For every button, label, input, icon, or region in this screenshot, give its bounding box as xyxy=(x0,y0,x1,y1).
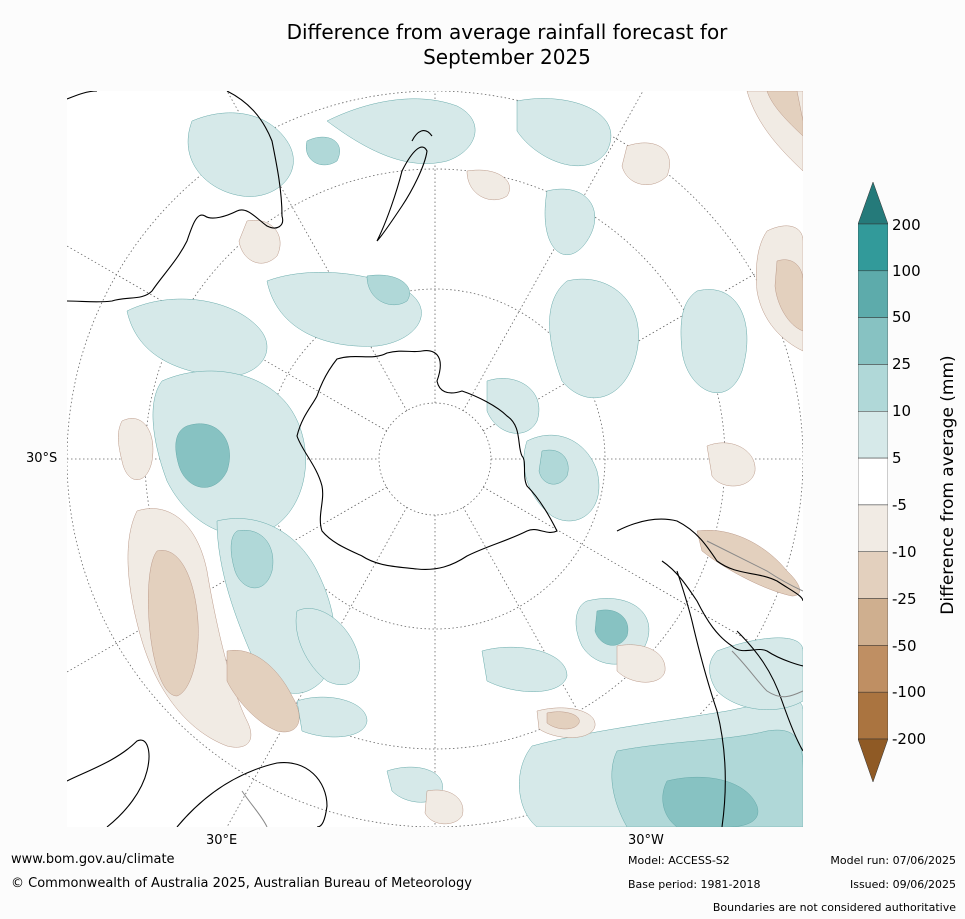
wet-anomaly-regions xyxy=(126,98,803,827)
coastlines xyxy=(67,91,803,827)
polar-map-svg xyxy=(67,91,803,827)
model-run-text: Model run: 07/06/2025 xyxy=(830,854,956,867)
country-borders xyxy=(241,540,803,827)
colorbar-tick: 200 xyxy=(892,216,921,234)
title-line-2: September 2025 xyxy=(423,45,591,69)
dry-anomaly-regions xyxy=(118,91,803,825)
colorbar-segment xyxy=(858,504,888,552)
lon-label-30e: 30°E xyxy=(206,833,238,848)
colorbar-segment xyxy=(858,457,888,506)
colorbar-tick: -200 xyxy=(892,730,927,748)
title-line-1: Difference from average rainfall forecas… xyxy=(286,20,728,44)
colorbar xyxy=(858,182,888,782)
copyright-text: © Commonwealth of Australia 2025, Austra… xyxy=(11,876,472,891)
disclaimer-text: Boundaries are not considered authoritat… xyxy=(712,901,956,914)
colorbar-segment xyxy=(858,411,888,459)
colorbar-tick: 25 xyxy=(892,355,912,373)
colorbar-segment xyxy=(858,270,888,318)
colorbar-tick: -100 xyxy=(892,683,927,701)
colorbar-tick: -25 xyxy=(892,590,917,608)
issued-text: Issued: 09/06/2025 xyxy=(849,878,956,891)
colorbar-tick: 100 xyxy=(892,262,921,280)
lat-label-30s: 30°S xyxy=(26,451,58,466)
colorbar-cap-top xyxy=(858,182,888,225)
colorbar-segment xyxy=(858,317,888,365)
rainfall-map xyxy=(67,91,803,827)
colorbar-cap-bottom xyxy=(858,738,888,782)
website-link[interactable]: www.bom.gov.au/climate xyxy=(11,852,175,867)
colorbar-tick: 5 xyxy=(892,449,902,467)
colorbar-tick: 10 xyxy=(892,402,912,420)
colorbar-segment xyxy=(858,551,888,599)
colorbar-title: Difference from average (mm) xyxy=(938,355,958,615)
colorbar-tick: -50 xyxy=(892,637,917,655)
colorbar-segment xyxy=(858,598,888,646)
map-title: Difference from average rainfall forecas… xyxy=(67,20,947,70)
model-text: Model: ACCESS-S2 xyxy=(628,854,730,867)
colorbar-tick: -10 xyxy=(892,543,917,561)
lon-label-30w: 30°W xyxy=(628,833,664,848)
colorbar-tick: 50 xyxy=(892,308,912,326)
colorbar-segment xyxy=(858,364,888,412)
colorbar-segment xyxy=(858,645,888,693)
colorbar-segments xyxy=(858,223,888,740)
colorbar-segment xyxy=(858,691,888,740)
colorbar-tick: -5 xyxy=(892,496,907,514)
base-period-text: Base period: 1981-2018 xyxy=(628,878,761,891)
colorbar-segment xyxy=(858,223,888,272)
